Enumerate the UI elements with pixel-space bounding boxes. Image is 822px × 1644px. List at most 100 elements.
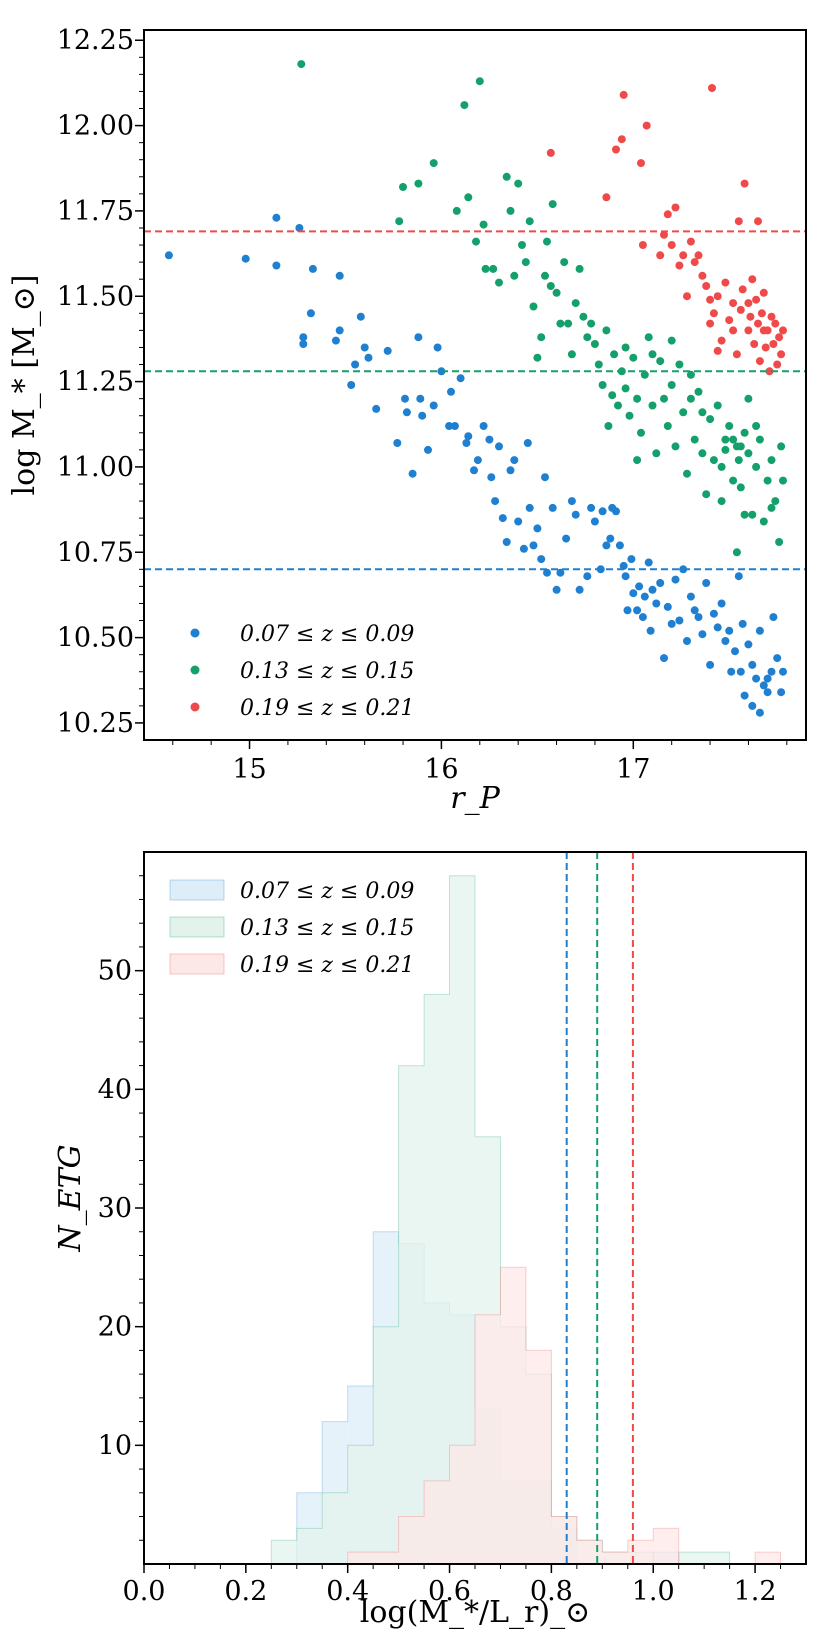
scatter-point-s2 (619, 90, 628, 99)
scatter-point-s1 (602, 326, 611, 335)
scatter-point-s0 (644, 558, 653, 567)
scatter-point-s1 (560, 258, 569, 267)
scatter-point-s1 (621, 384, 630, 393)
histogram-x-tick-label: 1.0 (632, 1576, 675, 1607)
scatter-point-s1 (775, 538, 784, 546)
scatter-point-s1 (744, 449, 753, 458)
scatter-point-s1 (543, 237, 551, 246)
histogram-x-ticks: 0.0 0.2 0.4 0.6 0.8 1.0 1.2 (123, 1564, 782, 1607)
scatter-y-tick-label: 10.50 (57, 623, 134, 654)
scatter-point-s1 (567, 350, 576, 359)
scatter-point-s0 (667, 619, 676, 628)
scatter-point-s2 (709, 309, 718, 318)
scatter-point-s0 (619, 561, 628, 570)
scatter-point-s1 (537, 333, 546, 342)
scatter-point-s0 (717, 599, 726, 608)
scatter-y-axis-label: log M_* [M_⊙] (7, 275, 42, 496)
scatter-point-s1 (525, 217, 534, 226)
scatter-point-s1 (546, 282, 555, 290)
scatter-point-s0 (623, 606, 632, 615)
scatter-point-s0 (731, 647, 739, 656)
scatter-point-s1 (755, 435, 764, 444)
scatter-point-s2 (702, 282, 711, 290)
scatter-point-s1 (732, 548, 741, 557)
histogram-y-tick-label: 50 (98, 956, 132, 987)
mass-limit-lines (144, 230, 806, 571)
scatter-point-s1 (698, 449, 707, 458)
scatter-point-s1 (610, 350, 619, 359)
scatter-point-s2 (656, 251, 665, 260)
scatter-point-s1 (614, 401, 622, 410)
scatter-point-s2 (744, 299, 753, 308)
scatter-y-tick-label: 11.25 (57, 367, 134, 398)
scatter-point-s0 (755, 708, 764, 717)
scatter-point-s2 (708, 84, 716, 92)
scatter-point-s0 (656, 579, 665, 587)
scatter-point-s0 (759, 681, 768, 690)
scatter-point-s2 (667, 241, 676, 249)
scatter-point-s2 (683, 292, 691, 301)
scatter-point-s1 (702, 490, 711, 499)
scatter-point-s0 (663, 602, 672, 611)
scatter-point-s1 (767, 456, 776, 465)
histogram-bar-s1 (424, 994, 450, 1564)
scatter-point-s1 (740, 428, 749, 437)
scatter-point-s1 (621, 343, 630, 352)
scatter-point-s0 (633, 606, 642, 615)
scatter-point-s2 (779, 326, 787, 335)
scatter-point-s0 (694, 613, 703, 622)
histogram-legend: 0.07 ≤ z ≤ 0.09 0.13 ≤ z ≤ 0.15 0.19 ≤ z ≤… (169, 879, 414, 978)
scatter-point-s0 (571, 510, 580, 519)
scatter-point-s1 (667, 381, 676, 389)
scatter-point-s0 (755, 626, 764, 635)
scatter-point-s2 (671, 203, 680, 212)
scatter-point-s0 (402, 408, 411, 417)
scatter-point-s0 (541, 473, 549, 482)
scatter-point-s2 (663, 210, 672, 219)
scatter-point-s2 (706, 295, 715, 304)
scatter-point-s1 (518, 241, 526, 249)
scatter-point-s2 (698, 271, 707, 280)
scatter-point-s1 (594, 360, 603, 369)
legend-label-s2: 0.19 ≤ z ≤ 0.21 (240, 953, 414, 978)
scatter-point-s1 (779, 476, 787, 485)
scatter-point-s0 (648, 585, 657, 594)
scatter-point-s1 (763, 476, 772, 485)
scatter-point-s0 (335, 271, 344, 280)
histogram-bar-s1 (678, 1552, 705, 1564)
scatter-point-s2 (617, 135, 626, 144)
histogram-y-tick-label: 30 (98, 1193, 132, 1224)
scatter-point-s1 (744, 394, 753, 403)
scatter-point-s0 (725, 626, 734, 635)
scatter-point-s2 (690, 258, 699, 267)
scatter-point-s0 (506, 466, 515, 475)
scatter-point-s1 (690, 435, 699, 444)
scatter-point-s0 (713, 623, 722, 632)
histogram-y-tick-label: 10 (98, 1430, 132, 1461)
scatter-point-s1 (686, 370, 695, 379)
scatter-point-s2 (759, 288, 768, 297)
scatter-point-s0 (447, 387, 455, 396)
scatter-point-s1 (683, 469, 691, 478)
scatter-point-s2 (729, 326, 738, 335)
scatter-point-s0 (487, 473, 496, 482)
scatter-point-s1 (713, 401, 722, 410)
scatter-point-s0 (575, 585, 584, 594)
scatter-point-s2 (638, 241, 647, 249)
histogram-y-tick-label: 20 (98, 1312, 132, 1343)
scatter-point-s0 (331, 336, 340, 345)
scatter-point-s1 (767, 503, 776, 512)
histogram-bar-s2 (525, 1350, 552, 1564)
scatter-point-s0 (752, 674, 761, 683)
scatter-point-s0 (640, 592, 649, 601)
scatter-point-s1 (698, 408, 707, 417)
histogram-bar-s1 (398, 1065, 425, 1564)
scatter-point-s0 (556, 568, 565, 577)
scatter-point-s0 (498, 514, 507, 523)
scatter-point-s1 (637, 428, 645, 437)
scatter-point-s0 (372, 404, 381, 413)
scatter-point-s0 (779, 667, 787, 676)
scatter-point-s2 (757, 309, 766, 318)
scatter-point-s0 (537, 555, 546, 564)
scatter-point-s1 (663, 422, 672, 430)
